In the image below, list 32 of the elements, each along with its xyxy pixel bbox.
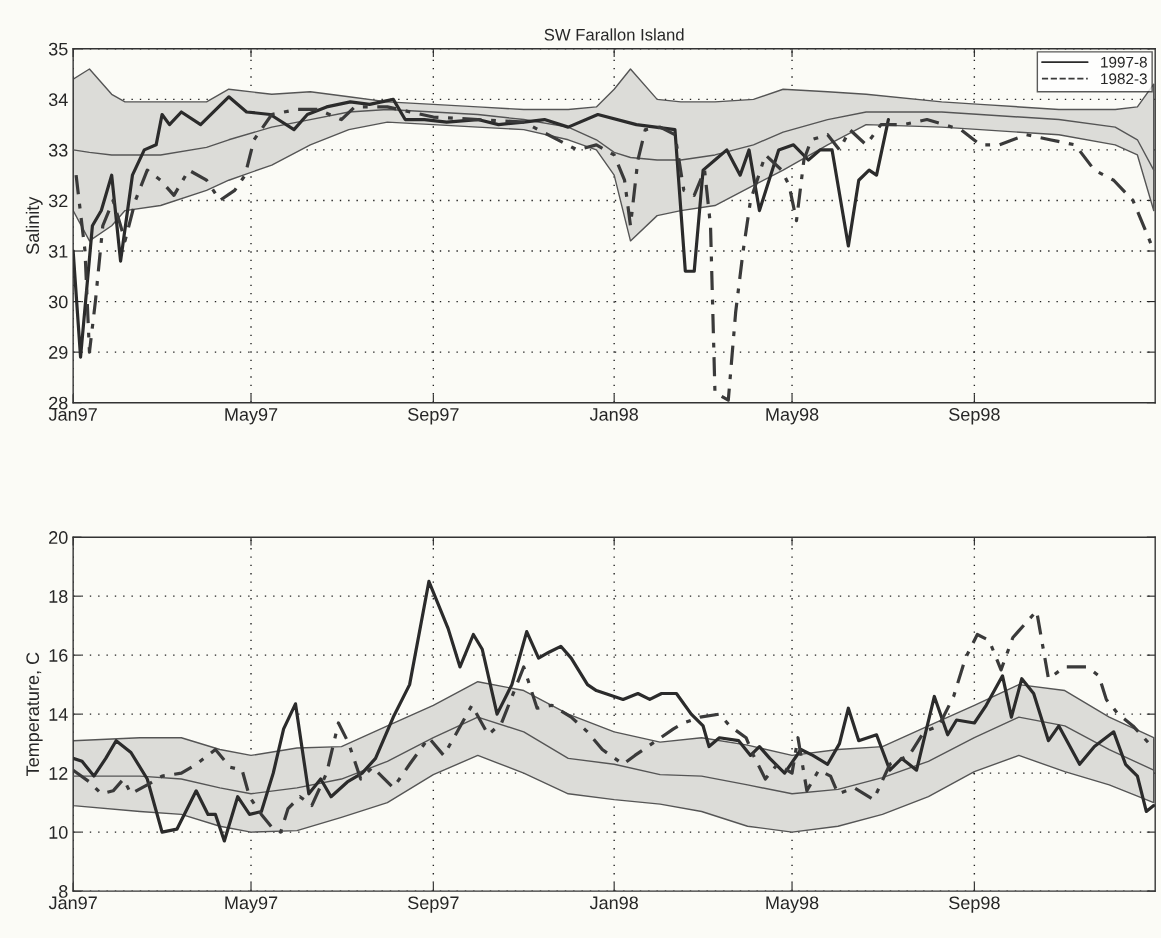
- y-tick-label: 18: [49, 590, 68, 603]
- y-tick-label: 16: [49, 649, 68, 662]
- x-tick-label: Sep98: [949, 896, 1000, 913]
- x-tick-label: Jan97: [48, 896, 97, 910]
- x-tick-label: Jan97: [48, 408, 97, 421]
- y-tick-label: 10: [49, 826, 68, 839]
- y-tick-label: 34: [48, 93, 68, 107]
- y-tick-label: 12: [49, 767, 68, 780]
- y-tick-label: 14: [49, 708, 68, 721]
- y-tick-label: 31: [48, 244, 68, 258]
- legend-label: 1997-8: [1101, 56, 1147, 68]
- y-tick-label: 8: [59, 885, 68, 898]
- y-tick-label: 28: [49, 396, 68, 410]
- y-tick-label: 29: [49, 346, 68, 359]
- y-tick-label: 35: [48, 42, 68, 56]
- y-axis-title: Temperature, C: [26, 652, 43, 776]
- x-tick-label: Sep98: [949, 408, 1000, 425]
- x-tick-label: May97: [225, 408, 278, 425]
- x-tick-label: Sep97: [408, 896, 459, 913]
- x-tick-label: May98: [766, 896, 819, 913]
- y-tick-label: 32: [48, 194, 68, 208]
- y-tick-label: 20: [49, 531, 68, 544]
- x-tick-label: Jan98: [589, 896, 638, 910]
- chart-title: SW Farallon Island: [544, 28, 684, 41]
- x-tick-label: May98: [766, 408, 819, 425]
- y-tick-label: 33: [48, 143, 68, 157]
- y-tick-label: 30: [48, 295, 68, 309]
- y-axis-title: Salinity: [25, 196, 43, 255]
- x-tick-label: May97: [225, 896, 278, 913]
- x-tick-label: Sep97: [408, 408, 459, 425]
- x-tick-label: Jan98: [589, 408, 638, 421]
- legend-label: 1982-3: [1101, 73, 1147, 85]
